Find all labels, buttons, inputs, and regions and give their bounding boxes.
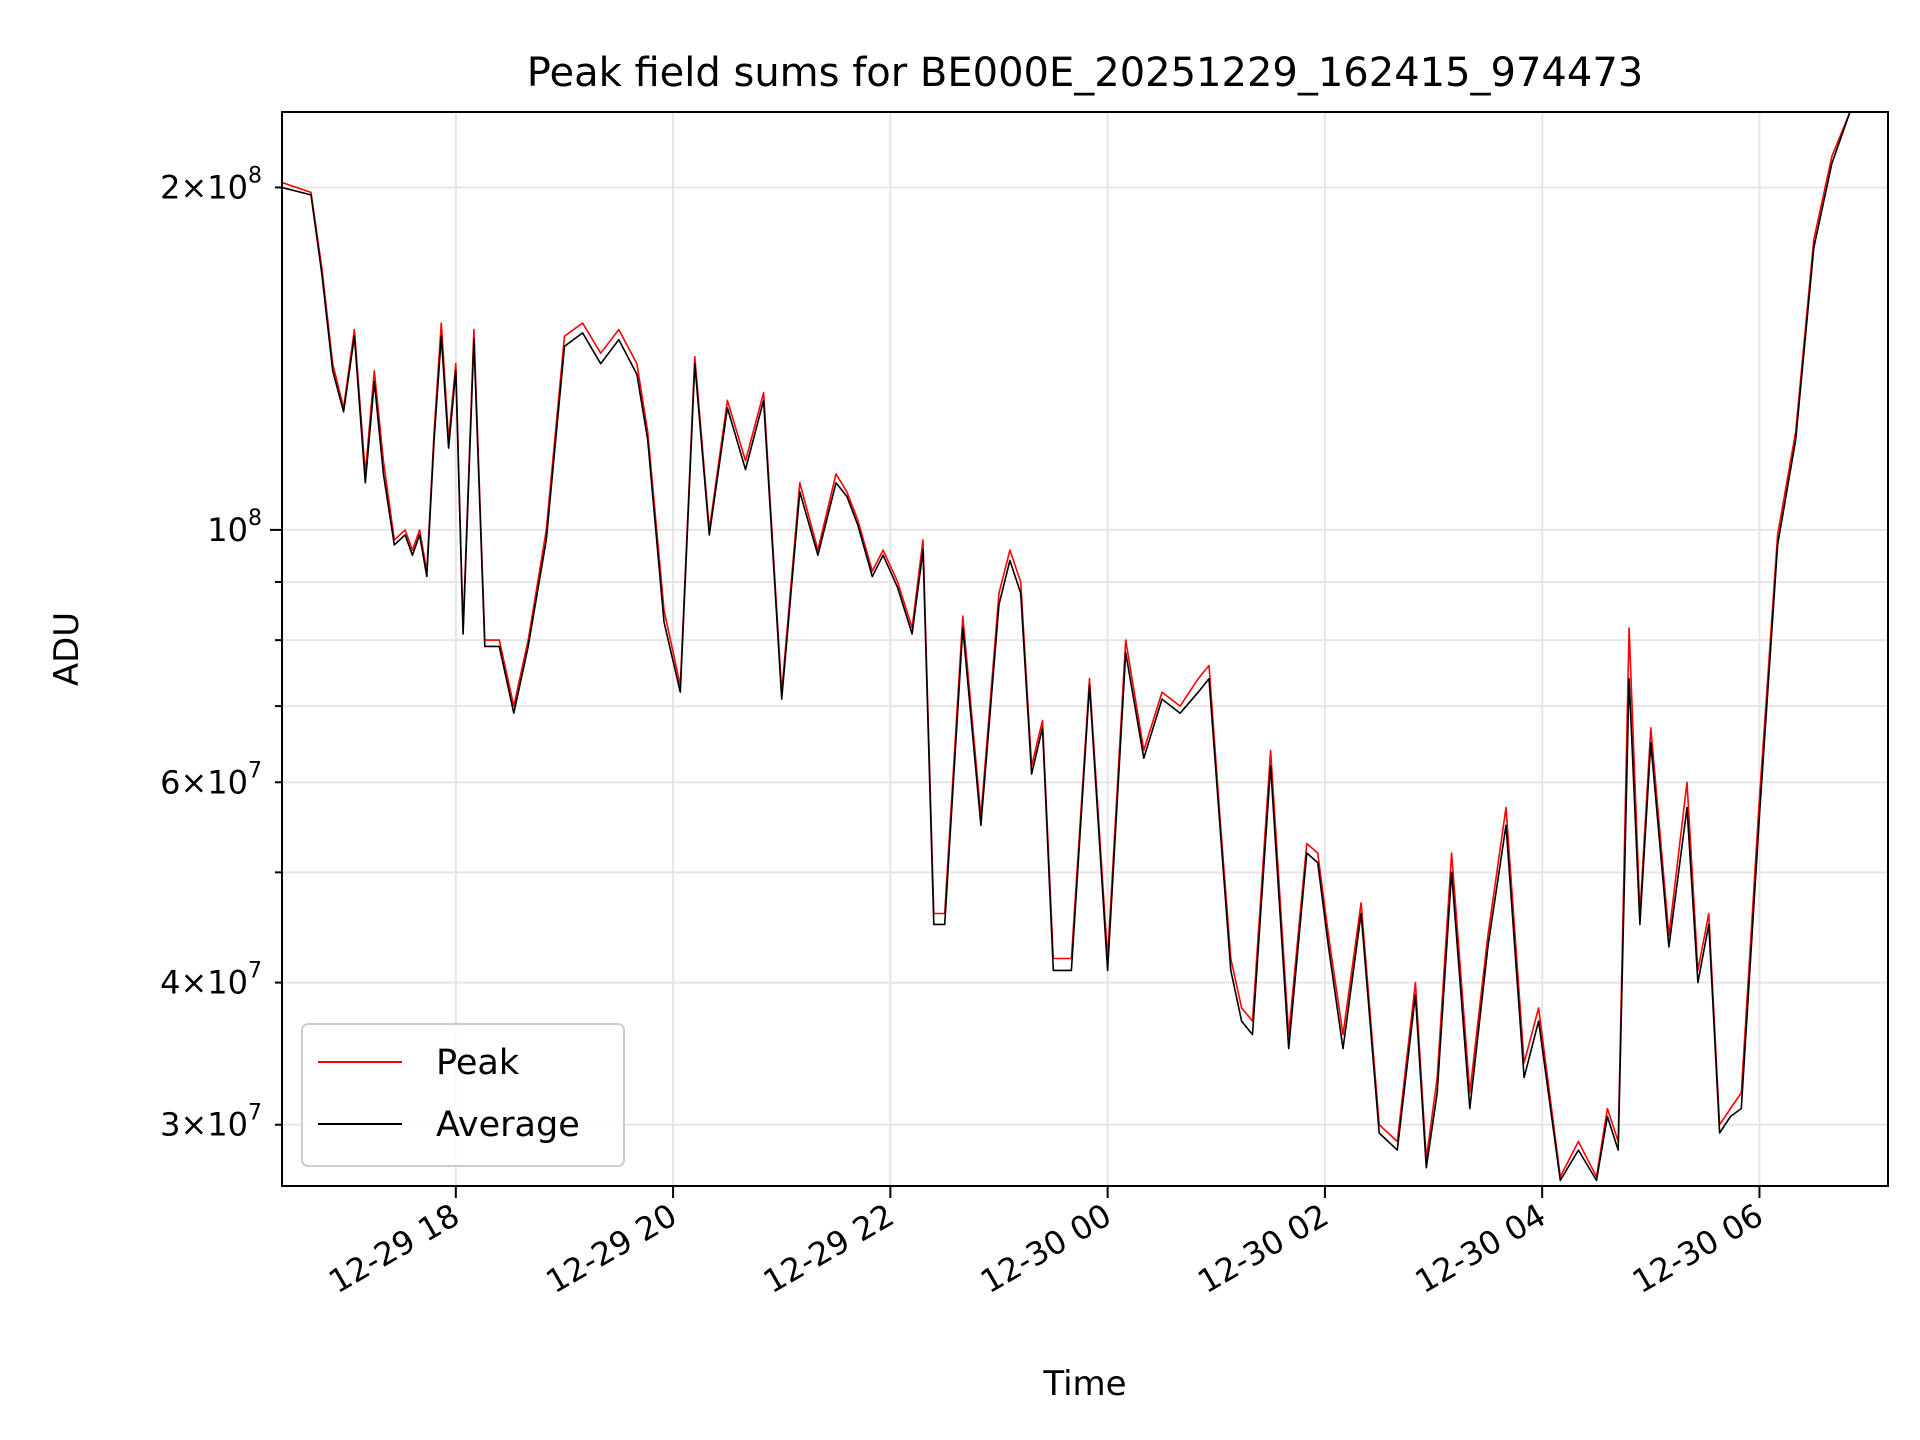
y-axis-ticks: 3×107 4×107 6×107 2×108 108	[160, 163, 282, 1144]
legend-box	[301, 1023, 625, 1167]
plot-frame	[281, 111, 1889, 1187]
y-tick-label: 2×108	[160, 163, 262, 206]
y-tick-label: 108	[207, 506, 262, 549]
series-average-line	[282, 112, 1851, 1182]
x-axis-label: Time	[1042, 1364, 1126, 1404]
chart-title: Peak field sums for BE000E_20251229_1624…	[527, 50, 1643, 96]
y-axis-label: ADU	[47, 612, 87, 686]
series-lines	[282, 112, 1851, 1182]
y-tick-label: 3×107	[160, 1101, 262, 1144]
legend-label-average: Average	[436, 1105, 580, 1145]
y-tick-label: 4×107	[160, 959, 262, 1002]
legend: Peak Average	[301, 1023, 625, 1167]
grid-lines	[282, 112, 1888, 1186]
y-tick-label: 6×107	[160, 758, 262, 801]
legend-label-peak: Peak	[436, 1043, 520, 1083]
